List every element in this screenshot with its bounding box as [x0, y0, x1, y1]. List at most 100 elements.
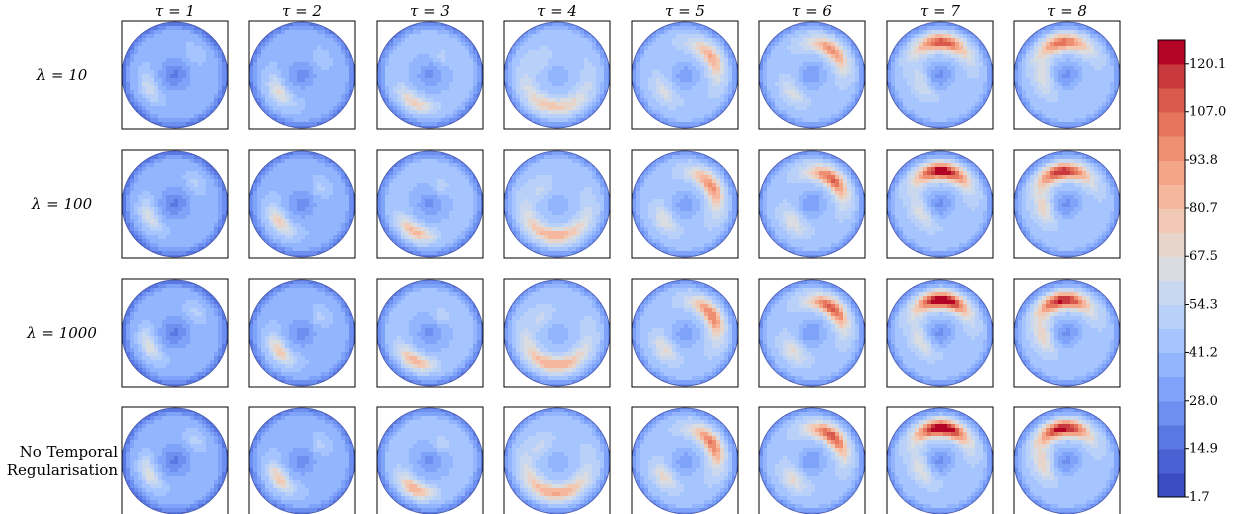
panel-frame [1013, 406, 1121, 514]
colorbar-tick-label-4: 54.3 [1189, 298, 1218, 313]
colorbar-level-13 [1158, 160, 1185, 185]
column-title-tau-4: τ = 4 [537, 2, 577, 20]
panel-frame [248, 278, 356, 388]
contour-panel-r1-c5 [758, 149, 866, 259]
contour-panel-r1-c0 [121, 149, 229, 259]
contour-panel-r2-c6 [886, 278, 994, 388]
panel-frame [1013, 278, 1121, 388]
row-label-0: λ = 10 [36, 66, 88, 84]
contour-panel-r1-c3 [503, 149, 611, 259]
panel-frame [376, 149, 484, 259]
panel-frame [503, 278, 611, 388]
contour-panel-r2-c1 [248, 278, 356, 388]
colorbar-level-4 [1158, 376, 1185, 402]
colorbar-tick-label-9: 120.1 [1189, 57, 1226, 72]
colorbar-tick-label-5: 67.5 [1189, 249, 1218, 264]
contour-panel-r3-c3 [503, 406, 611, 514]
panel-frame [503, 20, 611, 130]
contour-panel-r0-c0 [121, 20, 229, 130]
panel-frame [248, 149, 356, 259]
panel-frame [248, 20, 356, 130]
colorbar-level-2 [1158, 424, 1185, 450]
panel-frame [886, 149, 994, 259]
panel-frame [376, 406, 484, 514]
colorbar-tick-label-7: 93.8 [1189, 153, 1218, 168]
row-label-1: λ = 100 [31, 195, 93, 213]
contour-panel-r0-c2 [376, 20, 484, 130]
column-title-tau-3: τ = 3 [410, 2, 450, 20]
contour-panel-r3-c2 [376, 406, 484, 514]
contour-panel-r1-c6 [886, 149, 994, 259]
panel-frame [886, 20, 994, 130]
panel-frame [121, 406, 229, 514]
panel-frame [503, 149, 611, 259]
panel-frame [631, 406, 739, 514]
colorbar-level-9 [1158, 256, 1185, 282]
panel-frame [758, 20, 866, 130]
colorbar-level-16 [1158, 88, 1185, 113]
panel-frame [631, 278, 739, 388]
contour-panel-r0-c1 [248, 20, 356, 130]
contour-panel-r2-c2 [376, 278, 484, 388]
colorbar-level-10 [1158, 232, 1185, 257]
panel-frame [631, 149, 739, 259]
contour-panel-r2-c5 [758, 278, 866, 388]
panel-frame [886, 406, 994, 514]
panel-frame [376, 278, 484, 388]
contour-panel-r2-c4 [631, 278, 739, 388]
contour-panel-r0-c3 [503, 20, 611, 130]
row-label-3-line-0: No Temporal [20, 443, 119, 461]
colorbar-level-11 [1158, 208, 1185, 233]
panel-frame [121, 20, 229, 130]
panel-frame [886, 278, 994, 388]
colorbar-level-0 [1158, 472, 1185, 498]
column-title-tau-5: τ = 5 [665, 2, 705, 20]
panel-frame [631, 20, 739, 130]
colorbar-level-1 [1158, 448, 1185, 474]
contour-panel-r3-c0 [121, 406, 229, 514]
colorbar: 1.7 14.9 28.0 41.2 54.3 67.5 80.7 93.8 107.0 120.… [1157, 39, 1226, 505]
panel-frame [121, 149, 229, 259]
column-title-tau-7: τ = 7 [920, 2, 960, 20]
panel-frame [121, 278, 229, 388]
panel-frame [758, 278, 866, 388]
column-title-tau-8: τ = 8 [1047, 2, 1087, 20]
colorbar-tick-label-0: 1.7 [1189, 490, 1210, 505]
colorbar-level-14 [1158, 136, 1185, 161]
contour-panel-r1-c7 [1013, 149, 1121, 259]
colorbar-frame [1157, 39, 1186, 498]
column-title-tau-6: τ = 6 [792, 2, 832, 20]
contour-panel-r0-c6 [886, 20, 994, 130]
contour-panel-r3-c1 [248, 406, 356, 514]
colorbar-tick-label-8: 107.0 [1189, 105, 1226, 120]
panel-frame [1013, 20, 1121, 130]
contour-panel-r2-c7 [1013, 278, 1121, 388]
row-label-2: λ = 1000 [26, 324, 97, 342]
contour-panel-r2-c0 [121, 278, 229, 388]
colorbar-level-3 [1158, 400, 1185, 426]
panel-frame [248, 406, 356, 514]
contour-panel-r0-c5 [758, 20, 866, 130]
contour-panel-r3-c6 [886, 406, 994, 514]
panel-frame [376, 20, 484, 130]
contour-panel-r3-c5 [758, 406, 866, 514]
contour-panel-r1-c4 [631, 149, 739, 259]
colorbar-tick-label-2: 28.0 [1189, 394, 1218, 409]
contour-panel-r1-c1 [248, 149, 356, 259]
contour-panel-r0-c7 [1013, 20, 1121, 130]
colorbar-level-18 [1158, 40, 1185, 65]
panel-frame [758, 406, 866, 514]
colorbar-level-17 [1158, 64, 1185, 89]
colorbar-level-5 [1158, 352, 1185, 378]
colorbar-level-12 [1158, 184, 1185, 209]
colorbar-level-7 [1158, 304, 1185, 330]
contour-panel-r3-c7 [1013, 406, 1121, 514]
row-label-3-line-1: Regularisation [7, 461, 119, 479]
contour-panel-r1-c2 [376, 149, 484, 259]
contour-panel-r3-c4 [631, 406, 739, 514]
colorbar-tick-label-1: 14.9 [1189, 442, 1218, 457]
colorbar-level-15 [1158, 112, 1185, 137]
colorbar-level-6 [1158, 328, 1185, 354]
column-title-tau-2: τ = 2 [282, 2, 322, 20]
